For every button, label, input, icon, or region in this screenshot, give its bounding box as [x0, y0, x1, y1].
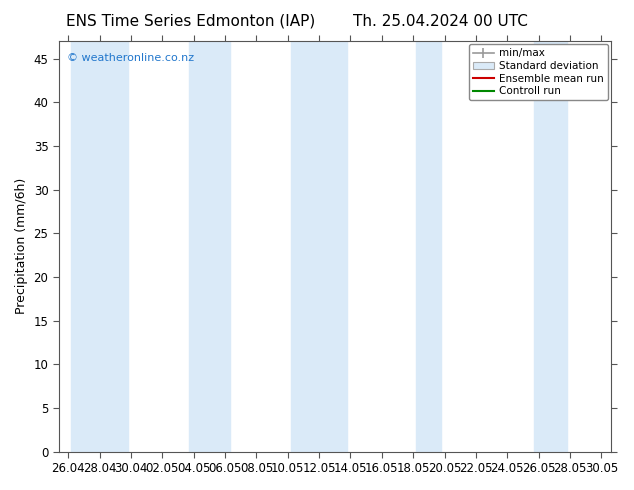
Bar: [72, 41, 128, 452]
Text: Th. 25.04.2024 00 UTC: Th. 25.04.2024 00 UTC: [353, 14, 528, 29]
Bar: [291, 41, 347, 452]
Text: © weatheronline.co.nz: © weatheronline.co.nz: [67, 53, 194, 63]
Y-axis label: Precipitation (mm/6h): Precipitation (mm/6h): [15, 178, 28, 315]
Bar: [189, 41, 230, 452]
Legend: min/max, Standard deviation, Ensemble mean run, Controll run: min/max, Standard deviation, Ensemble me…: [469, 44, 607, 100]
Bar: [417, 41, 441, 452]
Text: ENS Time Series Edmonton (IAP): ENS Time Series Edmonton (IAP): [65, 14, 315, 29]
Bar: [534, 41, 567, 452]
